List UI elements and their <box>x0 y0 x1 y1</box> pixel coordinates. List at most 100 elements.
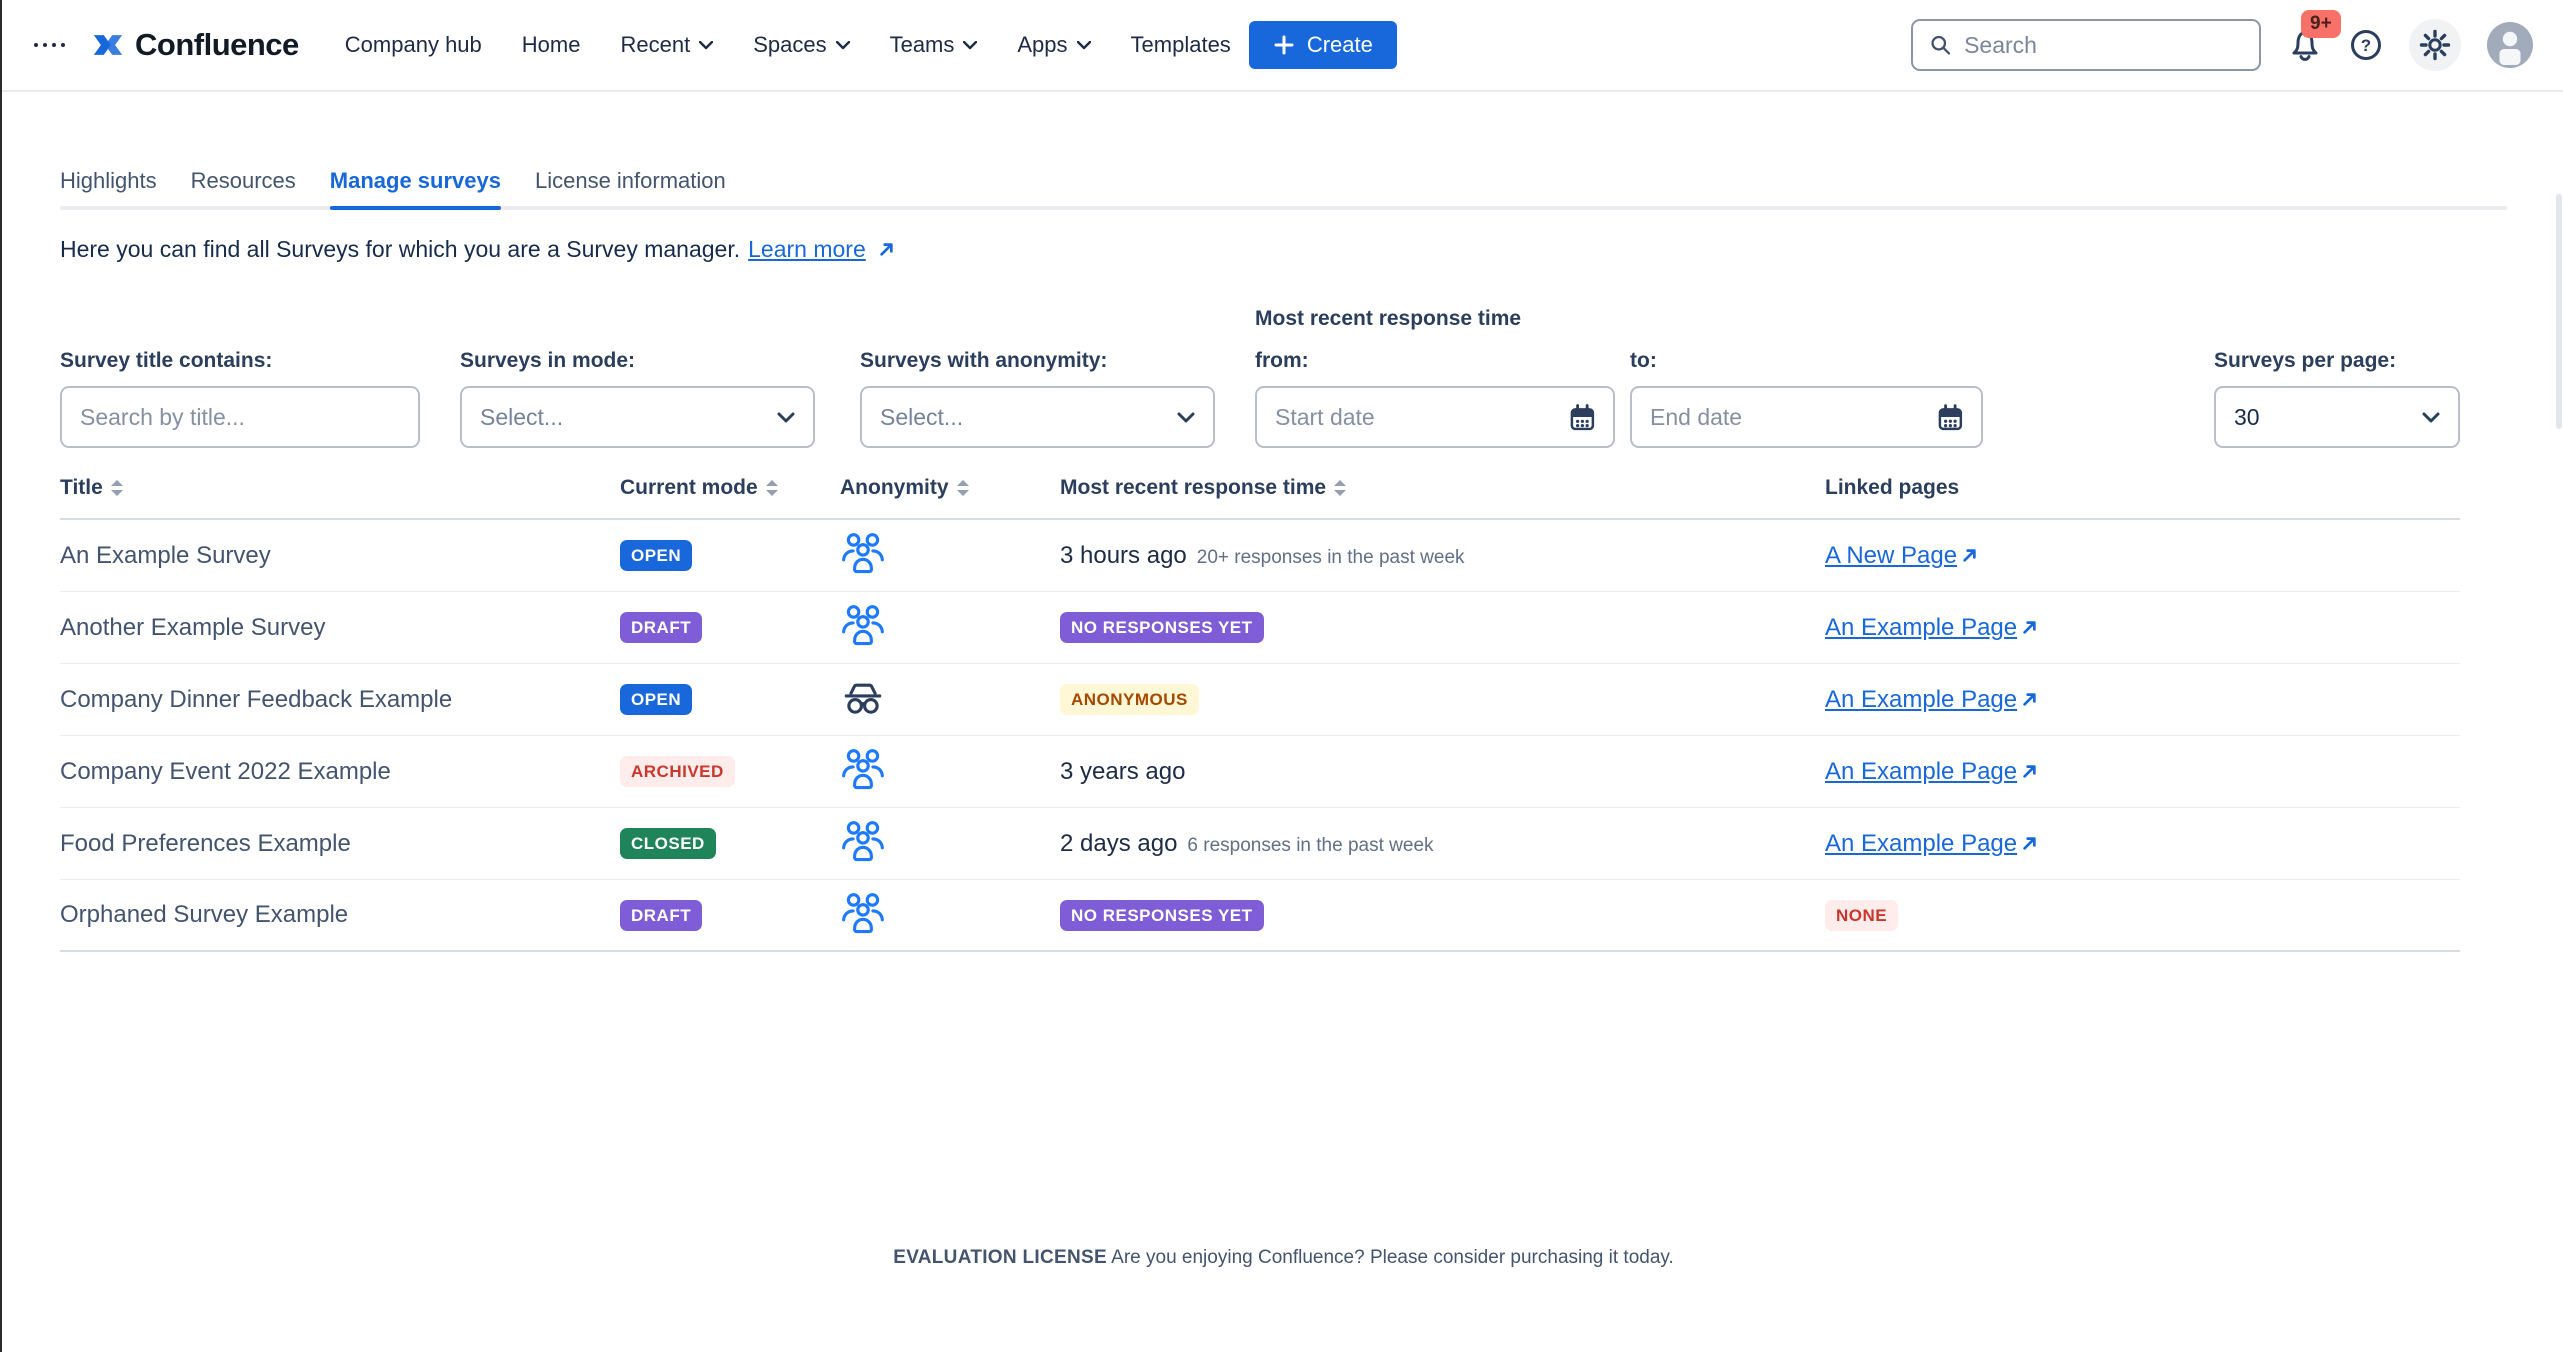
filters: Survey title contains: Surveys in mode: … <box>60 307 2460 448</box>
group-anonymity-icon <box>842 892 884 933</box>
sort-icon <box>110 480 123 496</box>
sort-icon <box>765 480 778 496</box>
calendar-icon[interactable] <box>1570 403 1595 432</box>
create-button[interactable]: Create <box>1248 21 1397 69</box>
surveys-table: Title Current mode Anonymity Most recent… <box>60 476 2460 952</box>
response-time: 2 days ago <box>1060 829 1178 857</box>
column-header-linked-pages: Linked pages <box>1825 476 1960 499</box>
response-time-filter-group: Most recent response time from: <box>1255 307 1983 448</box>
table-row: An Example Survey OPEN 3 hours ago 20+ re… <box>60 520 2460 592</box>
tab-license-information[interactable]: License information <box>534 168 726 193</box>
to-label: to: <box>1630 349 1657 372</box>
logo-text: Confluence <box>135 27 299 62</box>
external-link-icon <box>878 241 895 258</box>
search-icon <box>1931 35 1951 55</box>
survey-title: Company Dinner Feedback Example <box>60 685 453 713</box>
survey-title: Orphaned Survey Example <box>60 901 349 928</box>
column-header-title[interactable]: Title <box>60 476 620 500</box>
license-text: Are you enjoying Confluence? Please cons… <box>1106 1247 1674 1268</box>
table-row: Food Preferences Example CLOSED 2 days a… <box>60 808 2460 880</box>
mode-filter-label: Surveys in mode: <box>460 349 636 372</box>
confluence-logo[interactable]: Confluence <box>91 27 299 63</box>
anonymity-filter-label: Surveys with anonymity: <box>860 349 1108 372</box>
gear-icon <box>2419 29 2451 61</box>
calendar-icon[interactable] <box>1938 403 1963 432</box>
help-button[interactable]: ? <box>2349 28 2383 62</box>
search-input[interactable] <box>1964 31 2243 59</box>
main-content: Highlights Resources Manage surveys Lice… <box>0 168 2563 1269</box>
nav-company-hub[interactable]: Company hub <box>344 32 482 57</box>
group-anonymity-icon <box>842 533 884 574</box>
response-time: 3 years ago <box>1060 757 1186 785</box>
group-anonymity-icon <box>842 749 884 790</box>
title-filter-input[interactable] <box>80 403 400 431</box>
title-filter-field <box>60 386 420 448</box>
learn-more-link[interactable]: Learn more <box>748 236 866 262</box>
nav-apps[interactable]: Apps <box>1017 32 1091 58</box>
nav-home[interactable]: Home <box>521 32 581 57</box>
to-date-field <box>1630 386 1983 448</box>
group-anonymity-icon <box>842 821 884 862</box>
mode-badge: OPEN <box>620 540 693 571</box>
table-header-row: Title Current mode Anonymity Most recent… <box>60 476 2460 520</box>
response-note: 6 responses in the past week <box>1187 834 1434 856</box>
chevron-down-icon <box>777 412 795 422</box>
to-date-input[interactable] <box>1650 403 1927 431</box>
user-avatar[interactable] <box>2487 22 2533 68</box>
license-label: EVALUATION LICENSE <box>893 1247 1107 1268</box>
survey-title: Another Example Survey <box>60 613 326 641</box>
confluence-logo-icon <box>93 35 123 55</box>
from-date-input[interactable] <box>1275 403 1559 431</box>
mode-badge: DRAFT <box>620 612 703 643</box>
chevron-down-icon <box>835 40 850 49</box>
response-status-badge: NO RESPONSES YET <box>1060 612 1264 643</box>
create-button-label: Create <box>1306 32 1373 57</box>
column-header-current-mode[interactable]: Current mode <box>620 476 840 500</box>
linked-page-link[interactable]: An Example Page <box>1825 830 2038 858</box>
column-header-response-time[interactable]: Most recent response time <box>1060 476 1825 500</box>
survey-title: Company Event 2022 Example <box>60 757 391 785</box>
intro-text: Here you can find all Surveys for which … <box>60 236 2507 263</box>
tab-bar: Highlights Resources Manage surveys Lice… <box>60 168 2507 210</box>
header-actions: 9+ ? <box>1911 10 2533 71</box>
table-row: Company Event 2022 Example ARCHIVED 3 ye… <box>60 736 2460 808</box>
tab-manage-surveys[interactable]: Manage surveys <box>329 168 502 210</box>
nav-spaces[interactable]: Spaces <box>753 32 850 58</box>
per-page-select[interactable]: 30 <box>2214 386 2460 448</box>
per-page-label: Surveys per page: <box>2214 349 2397 372</box>
external-link-icon <box>2021 763 2038 780</box>
linked-page-link[interactable]: A New Page <box>1825 542 1978 570</box>
mode-select-value: Select... <box>480 403 564 430</box>
table-row: Another Example Survey DRAFT NO RESPONSE… <box>60 592 2460 664</box>
linked-page-link[interactable]: An Example Page <box>1825 614 2038 642</box>
response-time-group-label: Most recent response time <box>1255 307 1522 330</box>
table-row: Company Dinner Feedback Example OPEN ANO… <box>60 664 2460 736</box>
survey-title: An Example Survey <box>60 541 271 569</box>
mode-select[interactable]: Select... <box>460 386 815 448</box>
nav-teams[interactable]: Teams <box>890 32 978 58</box>
tab-highlights[interactable]: Highlights <box>60 168 157 193</box>
anonymity-select-value: Select... <box>880 403 964 430</box>
response-status-badge: NO RESPONSES YET <box>1060 899 1264 931</box>
chevron-down-icon <box>1076 40 1091 49</box>
vertical-scrollbar[interactable] <box>2556 194 2562 429</box>
notifications-button[interactable]: 9+ <box>2287 10 2341 64</box>
svg-text:?: ? <box>2361 36 2371 55</box>
no-linked-page-badge: NONE <box>1825 899 1899 931</box>
nav-templates[interactable]: Templates <box>1130 32 1231 57</box>
sort-icon <box>956 480 969 496</box>
per-page-value: 30 <box>2234 403 2260 430</box>
anonymity-select[interactable]: Select... <box>860 386 1215 448</box>
tab-resources[interactable]: Resources <box>190 168 296 193</box>
app-switcher-icon[interactable] <box>34 43 65 47</box>
chevron-down-icon <box>2422 412 2440 422</box>
mode-badge: DRAFT <box>620 899 703 931</box>
linked-page-link[interactable]: An Example Page <box>1825 758 2038 786</box>
column-header-anonymity[interactable]: Anonymity <box>840 476 1060 500</box>
nav-recent[interactable]: Recent <box>620 32 714 58</box>
external-link-icon <box>2021 835 2038 852</box>
settings-button[interactable] <box>2409 19 2461 71</box>
linked-page-link[interactable]: An Example Page <box>1825 686 2038 714</box>
global-search[interactable] <box>1911 19 2261 71</box>
sort-icon <box>1334 480 1347 496</box>
